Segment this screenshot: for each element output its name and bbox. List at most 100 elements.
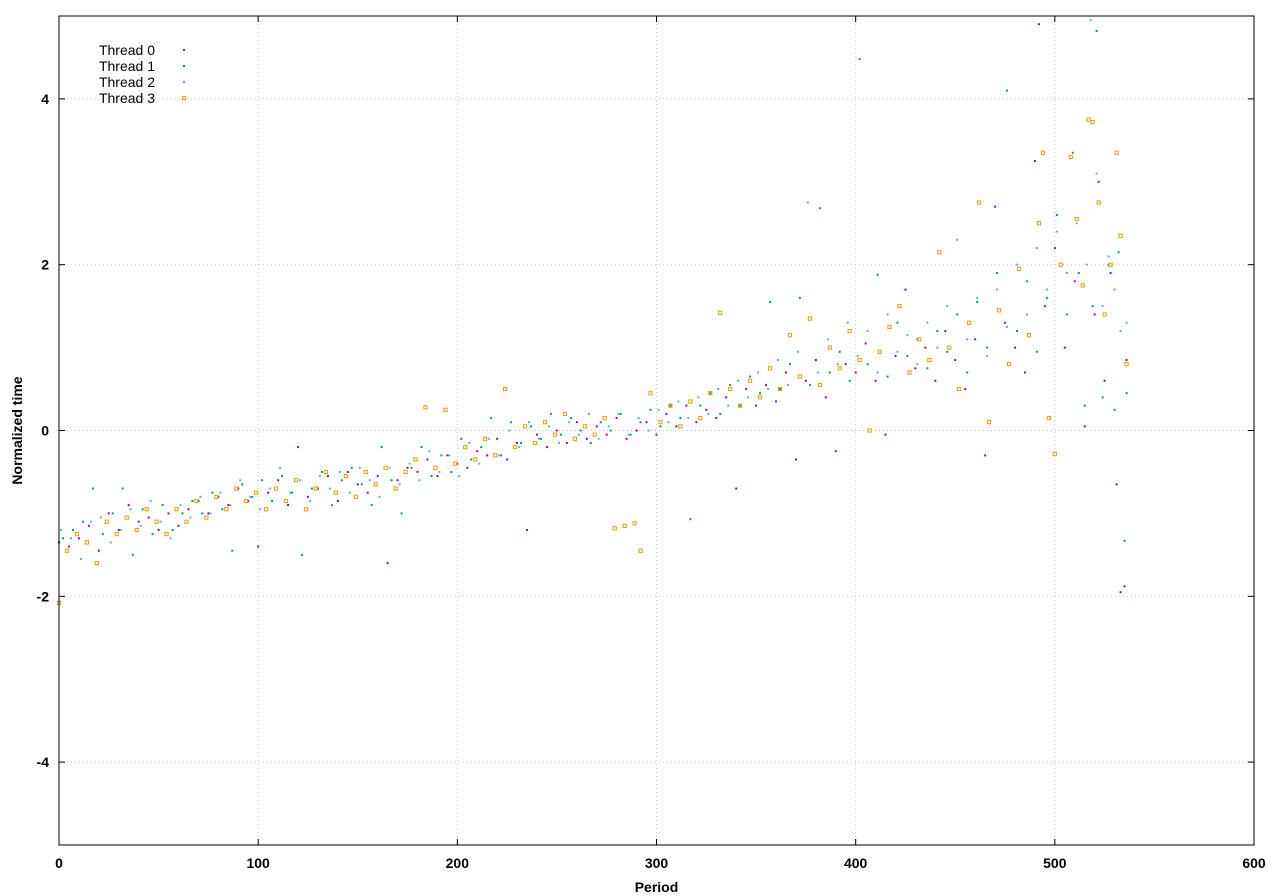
data-point [1035,350,1038,353]
data-point [157,528,160,531]
data-point [117,528,120,531]
data-point [708,391,713,396]
data-point [383,465,388,470]
data-point [966,338,969,341]
data-point [1080,283,1085,288]
data-point [293,478,299,483]
data-point [639,421,642,424]
data-point [410,466,413,469]
data-point [986,346,989,349]
data-point [418,479,421,482]
data-point [386,562,389,565]
series-0 [58,23,1128,594]
data-point [916,363,919,366]
data-point [1077,271,1080,274]
data-point [310,487,313,490]
data-point [1046,415,1051,421]
data-point [201,512,204,515]
data-point [356,483,359,486]
data-point [426,458,429,461]
y-axis-label: Normalized time [9,376,25,484]
data-point [516,441,519,444]
series-2 [59,19,1128,560]
data-point [796,350,799,353]
data-point [1113,408,1116,411]
data-point [906,334,909,337]
data-point [1006,325,1009,328]
data-point [1006,89,1009,92]
data-point [259,508,262,511]
data-point [478,462,481,465]
data-point [239,479,242,482]
data-point [595,425,598,428]
data-point [798,296,801,299]
data-point [291,491,294,494]
data-point [360,483,363,486]
data-point [562,411,567,417]
data-point [1025,280,1028,283]
data-point [668,403,673,408]
data-point [1095,172,1098,175]
data-point [446,454,449,457]
data-point [279,466,282,469]
data-point [191,499,194,502]
data-point [769,301,772,304]
legend-marker [181,95,187,101]
data-point [886,375,889,378]
data-point [675,425,678,428]
data-point [134,527,139,533]
data-point [707,412,710,415]
data-point [747,396,750,399]
data-point [709,392,712,395]
data-point [1006,362,1012,367]
data-point [1025,313,1028,316]
data-point [894,354,897,357]
data-point [808,383,811,386]
data-point [1040,150,1045,155]
data-point [837,366,842,371]
data-point [129,508,132,511]
data-point [1026,333,1032,338]
data-point [737,379,740,382]
data-point [587,412,590,415]
data-point [224,507,229,512]
data-point [867,428,872,433]
data-point [794,458,797,461]
data-point [306,495,309,498]
data-point [759,392,762,395]
data-point [667,421,670,424]
data-point [187,508,190,511]
data-point [1091,305,1094,308]
data-point [1096,200,1101,205]
data-point [400,512,403,515]
data-point [423,405,428,410]
data-point [131,553,134,556]
data-point [1053,247,1056,250]
data-point [164,532,169,537]
data-point [79,557,82,560]
data-point [99,516,102,519]
data-point [1119,330,1122,333]
data-point [269,487,272,490]
data-point [114,532,119,537]
data-point [896,350,899,353]
data-point [1036,221,1042,226]
data-point [735,487,738,490]
data-point [147,516,150,519]
data-point [816,371,819,374]
data-point [956,238,959,241]
data-point [602,415,607,421]
data-point [856,354,859,357]
data-point [848,379,851,382]
data-point [376,475,379,478]
data-point [390,479,393,482]
data-point [1074,217,1079,222]
data-point [433,465,438,470]
data-point [127,504,130,507]
data-point [171,528,174,531]
data-point [1103,379,1106,382]
data-point [244,498,249,504]
data-point [1123,539,1126,542]
data-point [211,491,214,494]
data-point [1102,312,1107,317]
